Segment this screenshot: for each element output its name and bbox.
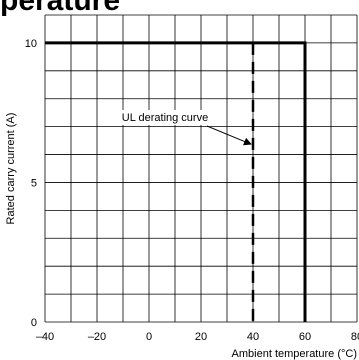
series-group <box>45 41 307 322</box>
x-tick-label: 20 <box>195 331 207 343</box>
y-tick-label: 0 <box>31 317 37 329</box>
x-tick-label: 40 <box>247 331 259 343</box>
x-tick-label: 0 <box>146 331 152 343</box>
x-tick-label: –40 <box>36 331 54 343</box>
y-tick-label: 5 <box>31 177 37 189</box>
y-tick-labels: 0 5 10 <box>25 38 37 329</box>
y-tick-label: 10 <box>25 38 37 50</box>
rated-current-line <box>45 41 307 322</box>
x-tick-label: –20 <box>88 331 106 343</box>
x-tick-label: 80 <box>351 331 359 343</box>
annotation-group: UL derating curve <box>105 110 252 146</box>
y-axis-label: Rated carry current (A) <box>5 113 17 225</box>
chart-title: perature <box>0 0 121 17</box>
x-axis-label: Ambient temperature (°C) <box>232 348 357 360</box>
grid <box>44 14 358 323</box>
x-tick-labels: –40 –20 0 20 40 60 80 <box>36 331 359 343</box>
annotation-label: UL derating curve <box>122 112 208 124</box>
annotation-background <box>105 110 225 125</box>
annotation-arrow <box>206 125 252 146</box>
x-tick-label: 60 <box>299 331 311 343</box>
